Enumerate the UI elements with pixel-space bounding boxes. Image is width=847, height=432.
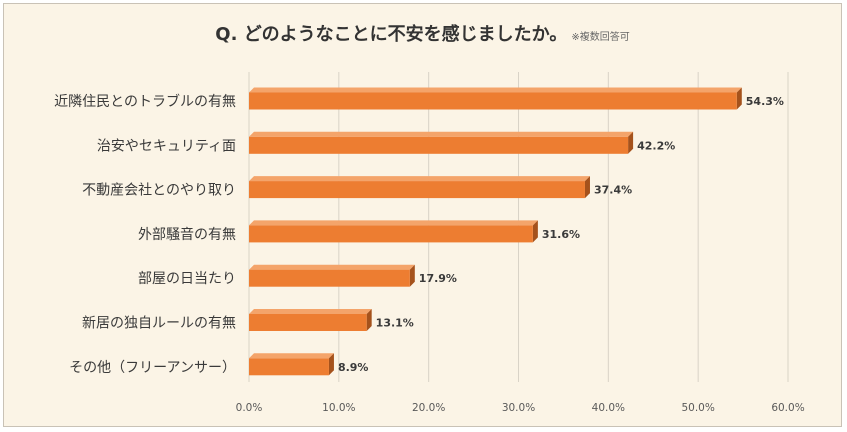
bar [249, 358, 329, 376]
category-label: 外部騒音の有無 [138, 226, 236, 243]
category-label: 近隣住民とのトラブルの有無 [54, 93, 236, 110]
bar [249, 92, 737, 110]
bar-side-face [628, 131, 634, 154]
bar-top-face [249, 220, 538, 226]
x-tick-label: 30.0% [502, 402, 535, 414]
chart-title: Q. どのようなことに不安を感じましたか。 [215, 24, 568, 45]
x-tick-label: 20.0% [412, 402, 445, 414]
bar-top-face [249, 264, 415, 270]
bar-top-face [249, 353, 334, 359]
data-label: 31.6% [542, 228, 580, 241]
category-label: 不動産会社とのやり取り [82, 183, 236, 199]
chart-note: ※複数回答可 [571, 32, 630, 43]
x-tick-label: 60.0% [771, 402, 804, 414]
bar [249, 136, 629, 154]
category-label: 新居の独自ルールの有無 [82, 316, 236, 332]
bar-top-face [249, 131, 634, 137]
bar-top-face [249, 87, 742, 93]
chart-panel: Q. どのようなことに不安を感じましたか。 ※複数回答可 [3, 3, 842, 427]
bar [249, 314, 367, 331]
data-label: 17.9% [419, 272, 457, 285]
x-tick-label: 50.0% [681, 402, 714, 414]
data-label: 42.2% [637, 139, 675, 152]
bar-top-face [249, 309, 372, 314]
bar [249, 181, 585, 199]
category-label: 部屋の日当たり [138, 271, 236, 287]
data-label: 8.9% [338, 361, 369, 374]
bar [249, 225, 533, 243]
bar-side-face [532, 220, 538, 243]
x-tick-label: 0.0% [236, 402, 263, 414]
x-tick-label: 40.0% [592, 402, 625, 414]
category-label: その他（フリーアンサー） [69, 360, 236, 376]
bar [249, 269, 410, 287]
bar-side-face [584, 176, 590, 199]
bar-side-face [736, 87, 742, 110]
data-label: 54.3% [746, 95, 784, 108]
x-tick-label: 10.0% [322, 402, 355, 414]
category-label: 治安やセキュリティ面 [97, 138, 236, 154]
bar-side-face [409, 264, 415, 287]
bar-side-face [328, 353, 334, 376]
chart-title-block: Q. どのようなことに不安を感じましたか。 ※複数回答可 [4, 20, 841, 46]
data-label: 37.4% [594, 184, 632, 197]
bar-side-face [366, 309, 372, 331]
bar-top-face [249, 176, 590, 182]
data-label: 13.1% [376, 317, 414, 330]
